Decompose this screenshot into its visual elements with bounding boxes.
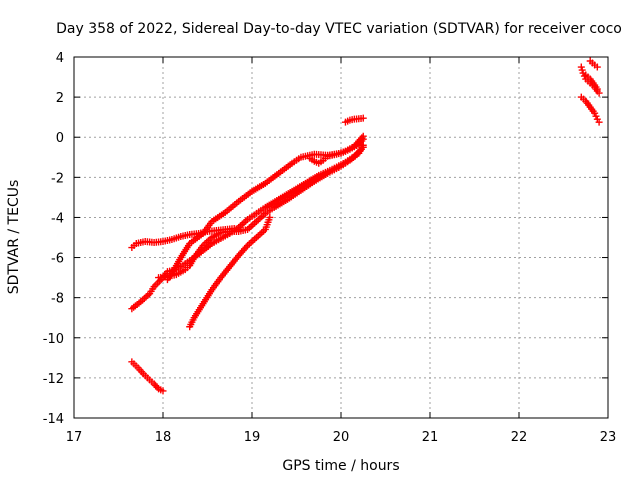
data-point-marker (595, 118, 603, 126)
x-tick-label: 23 (600, 430, 617, 445)
x-tick-label: 20 (333, 430, 350, 445)
y-tick-label: 4 (56, 51, 64, 66)
x-tick-labels: 17 18 19 20 21 22 23 (66, 430, 617, 445)
x-tick-label: 22 (511, 430, 528, 445)
data-point-marker (159, 387, 167, 395)
chart-title: Day 358 of 2022, Sidereal Day-to-day VTE… (56, 21, 622, 37)
y-tick-labels: 4 2 0 -2 -4 -6 -8 -10 -12 -14 (43, 51, 64, 427)
axis-ticks (73, 56, 609, 419)
x-axis-title: GPS time / hours (282, 458, 399, 474)
data-point-marker (359, 132, 367, 140)
data-point-marker (593, 85, 601, 93)
x-tick-label: 21 (422, 430, 439, 445)
y-axis-title: SDTVAR / TECUs (6, 180, 22, 295)
y-tick-label: -10 (43, 332, 64, 347)
y-tick-label: -6 (51, 252, 64, 267)
x-tick-label: 17 (66, 430, 83, 445)
x-tick-label: 18 (155, 430, 172, 445)
grid-lines (74, 57, 608, 418)
data-point-marker (359, 114, 367, 122)
x-tick-label: 19 (244, 430, 261, 445)
data-point-marker (593, 63, 601, 71)
y-tick-label: 0 (56, 131, 64, 146)
y-tick-label: -12 (43, 372, 64, 387)
y-tick-label: -4 (51, 211, 64, 226)
data-points (128, 57, 603, 395)
data-point-marker (595, 89, 603, 97)
y-tick-label: -14 (43, 412, 64, 427)
data-point-marker (266, 213, 274, 221)
y-tick-label: 2 (56, 91, 64, 106)
y-tick-label: -2 (51, 171, 64, 186)
y-tick-label: -8 (51, 292, 64, 307)
